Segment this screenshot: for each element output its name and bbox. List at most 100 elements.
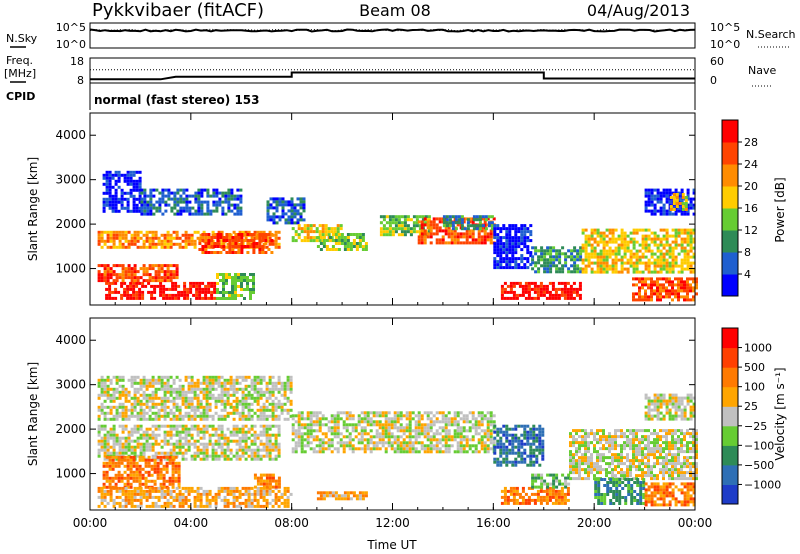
- heatmap-cell: [230, 209, 234, 213]
- heatmap-cell: [175, 445, 179, 449]
- heatmap-cell: [500, 287, 504, 291]
- heatmap-cell: [105, 296, 109, 300]
- heatmap-cell: [289, 387, 293, 391]
- heatmap-cell: [573, 270, 577, 274]
- heatmap-cell: [228, 276, 231, 279]
- heatmap-cell: [471, 238, 475, 242]
- heatmap-cell: [399, 447, 403, 451]
- heatmap-cell: [644, 277, 647, 281]
- heatmap-cell: [174, 467, 178, 471]
- heatmap-cell: [540, 264, 544, 268]
- heatmap-cell: [487, 215, 491, 219]
- heatmap-cell: [420, 229, 424, 233]
- heatmap-cell: [202, 448, 206, 452]
- heatmap-cell: [118, 402, 122, 406]
- heatmap-cell: [641, 237, 645, 241]
- heatmap-cell: [253, 492, 257, 496]
- heatmap-cell: [163, 384, 167, 388]
- heatmap-cell: [111, 206, 115, 210]
- heatmap-cell: [695, 283, 698, 287]
- heatmap-cell: [336, 426, 340, 430]
- heatmap-cell: [145, 273, 149, 277]
- heatmap-cell: [483, 241, 487, 245]
- heatmap-cell: [148, 378, 152, 382]
- heatmap-cell: [289, 492, 293, 496]
- heatmap-cell: [177, 479, 181, 483]
- heatmap-cell: [432, 217, 436, 221]
- heatmap-cell: [126, 476, 130, 480]
- heatmap-cell: [217, 439, 221, 443]
- heatmap-cell: [231, 245, 235, 248]
- heatmap-cell: [291, 423, 295, 427]
- heatmap-cell: [169, 433, 173, 437]
- heatmap-cell: [555, 249, 559, 253]
- heatmap-cell: [167, 194, 171, 198]
- heatmap-cell: [264, 242, 268, 245]
- heatmap-cell: [668, 264, 672, 268]
- heatmap-cell: [178, 445, 182, 449]
- heatmap-cell: [196, 448, 200, 452]
- y-tick-label: 2000: [55, 217, 86, 231]
- heatmap-cell: [148, 399, 152, 403]
- heatmap-cell: [136, 424, 140, 428]
- heatmap-cell: [165, 293, 169, 297]
- heatmap-cell: [526, 227, 530, 231]
- heatmap-cell: [348, 417, 352, 421]
- heatmap-cell: [477, 241, 481, 245]
- heatmap-cell: [274, 405, 278, 409]
- heatmap-cell: [126, 464, 130, 468]
- heatmap-cell: [235, 390, 239, 394]
- heatmap-cell: [166, 384, 170, 388]
- heatmap-cell: [689, 264, 693, 268]
- heatmap-cell: [511, 224, 515, 228]
- heatmap-cell: [136, 233, 140, 237]
- heatmap-cell: [299, 197, 303, 201]
- heatmap-cell: [139, 498, 143, 502]
- heatmap-cell: [127, 408, 131, 412]
- heatmap-cell: [605, 249, 609, 253]
- heatmap-cell: [153, 284, 157, 288]
- heatmap-cell: [340, 239, 344, 242]
- colorbar-segment: [722, 120, 738, 143]
- heatmap-cell: [605, 264, 609, 268]
- heatmap-cell: [599, 264, 603, 268]
- heatmap-cell: [653, 212, 657, 216]
- heatmap-cell: [174, 284, 178, 288]
- heatmap-cell: [283, 498, 287, 502]
- heatmap-cell: [336, 435, 340, 439]
- heatmap-cell: [190, 442, 194, 446]
- heatmap-cell: [262, 417, 266, 421]
- heatmap-cell: [103, 414, 107, 418]
- heatmap-cell: [112, 236, 116, 240]
- heatmap-cell: [650, 240, 654, 244]
- heatmap-cell: [638, 261, 642, 265]
- heatmap-cell: [289, 375, 293, 379]
- heatmap-cell: [130, 492, 134, 496]
- heatmap-cell: [378, 414, 382, 418]
- heatmap-cell: [684, 196, 688, 199]
- heatmap-cell: [132, 188, 136, 192]
- heatmap-cell: [647, 277, 650, 281]
- heatmap-cell: [283, 486, 287, 490]
- heatmap-cell: [121, 504, 125, 508]
- heatmap-cell: [103, 433, 107, 437]
- heatmap-cell: [142, 402, 146, 406]
- heatmap-cell: [200, 212, 204, 216]
- heatmap-cell: [160, 495, 164, 499]
- heatmap-cell: [111, 203, 115, 207]
- heatmap-cell: [138, 470, 142, 474]
- heatmap-cell: [214, 430, 218, 434]
- heatmap-cell: [231, 251, 235, 254]
- heatmap-cell: [244, 430, 248, 434]
- heatmap-cell: [291, 417, 295, 421]
- heatmap-cell: [277, 430, 281, 434]
- heatmap-cell: [590, 231, 594, 235]
- heatmap-cell: [237, 236, 241, 239]
- heatmap-cell: [508, 266, 512, 270]
- heatmap-cell: [650, 231, 654, 235]
- heatmap-cell: [602, 255, 606, 259]
- heatmap-cell: [199, 448, 203, 452]
- heatmap-cell: [169, 408, 173, 412]
- heatmap-cell: [109, 270, 113, 274]
- heatmap-cell: [450, 229, 454, 233]
